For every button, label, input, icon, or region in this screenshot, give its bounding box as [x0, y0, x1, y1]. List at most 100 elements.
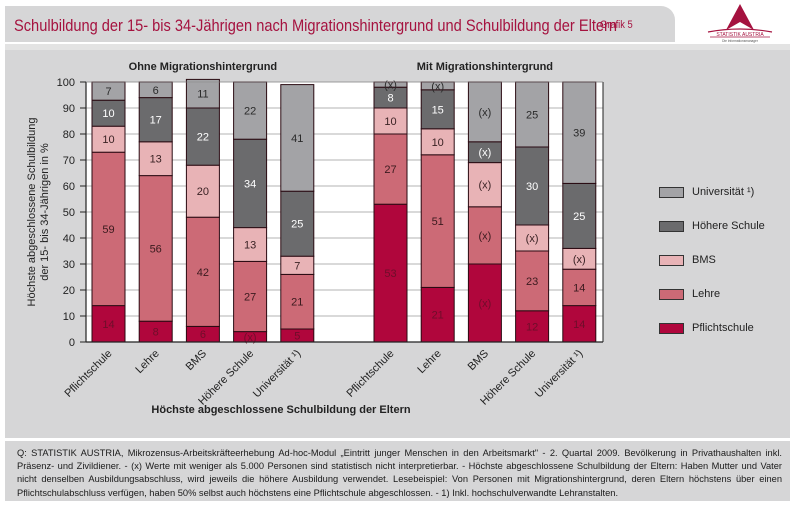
- title-band: [5, 6, 675, 42]
- data-label: (x): [478, 107, 491, 119]
- legend-label: Universität ¹): [692, 186, 755, 198]
- bar-segment: [562, 182, 597, 249]
- data-label: (x): [478, 298, 491, 310]
- legend-label: Pflichtschule: [692, 322, 754, 334]
- data-label: 11: [197, 89, 208, 101]
- bar-segment: [233, 81, 268, 140]
- stacked-bar-chart: 14 59 10 10 7 8 56 13 17 6 6 42 20 22 11 (x) 27 13 34 22 5 21…: [26, 61, 604, 416]
- data-label: 7: [105, 86, 111, 98]
- bar-segment: [515, 310, 550, 343]
- data-label: 42: [197, 267, 209, 279]
- header: Schulbildung der 15- bis 34-Jährigen nac…: [0, 0, 795, 50]
- bar-segment: [91, 151, 126, 307]
- bar-segment: [138, 175, 173, 322]
- bar-segment: [185, 78, 220, 109]
- x-tick-label: BMS: [184, 348, 209, 373]
- data-label: 25: [291, 219, 303, 231]
- data-label: 17: [150, 115, 162, 127]
- chart-panel: 14 59 10 10 7 8 56 13 17 6 6 42 20 22 11 (x) 27 13 34 22 5 21…: [5, 50, 790, 438]
- x-tick-label: Universität ¹): [251, 348, 304, 401]
- y-tick-label: 70: [63, 155, 75, 167]
- data-label: (x): [478, 180, 491, 192]
- x-tick-label: Pflichtschule: [344, 348, 396, 400]
- bar-segment: [280, 84, 315, 192]
- data-label: 13: [150, 154, 162, 166]
- data-label: 10: [384, 116, 396, 128]
- group-title-mit: Mit Migrationshintergrund: [417, 61, 553, 73]
- legend-item: Lehre: [659, 288, 795, 302]
- data-label: 10: [432, 137, 444, 149]
- data-label: 6: [153, 85, 159, 97]
- legend-swatch: [659, 323, 684, 334]
- bar-segment: [562, 81, 597, 184]
- data-label: 27: [244, 292, 256, 304]
- data-label: (x): [573, 254, 586, 266]
- y-tick-label: 80: [63, 129, 75, 141]
- data-label: 10: [102, 108, 114, 120]
- data-label: 8: [387, 93, 393, 105]
- y-tick-label: 10: [63, 311, 75, 323]
- bar-segment: [420, 154, 455, 288]
- data-label: 7: [294, 260, 300, 272]
- bar-segment: [373, 133, 408, 205]
- bar-segment: [420, 128, 455, 156]
- logo-triangle-icon: [726, 4, 754, 30]
- data-label: 56: [150, 243, 162, 255]
- bar-segment: [233, 260, 268, 333]
- data-label: 41: [291, 133, 303, 145]
- data-label: 27: [384, 164, 396, 176]
- chart-title: Schulbildung der 15- bis 34-Jährigen nac…: [14, 16, 618, 35]
- x-tick-label: Lehre: [415, 348, 443, 376]
- data-label: 30: [526, 181, 538, 193]
- data-label: 14: [573, 319, 585, 331]
- bar-segment: [562, 268, 597, 307]
- bar-segment: [185, 107, 220, 166]
- legend-item: Pflichtschule: [659, 322, 795, 336]
- bar-segment: [91, 125, 126, 153]
- data-label: 10: [102, 134, 114, 146]
- bar-segment: [420, 286, 455, 343]
- data-label: (x): [244, 332, 257, 344]
- bar-segment: [138, 141, 173, 177]
- data-label: (x): [478, 147, 491, 159]
- legend-item: Universität ¹): [659, 186, 795, 200]
- bar-segment: [420, 89, 455, 130]
- data-label: 53: [384, 268, 396, 280]
- y-tick-label: 100: [57, 77, 75, 89]
- bar-segment: [185, 216, 220, 327]
- data-label: 12: [526, 321, 538, 333]
- statistik-austria-logo: STATISTIK AUSTRIA Die Informationsmanage…: [707, 4, 773, 43]
- bar-segment: [467, 263, 502, 343]
- data-label: 13: [244, 240, 256, 252]
- data-label: (x): [526, 233, 539, 245]
- data-label: 22: [197, 132, 209, 144]
- data-label: (x): [431, 81, 444, 93]
- y-tick-label: 90: [63, 103, 75, 115]
- x-axis-label: Höchste abgeschlossene Schulbildung der …: [151, 404, 410, 416]
- data-label: 20: [197, 186, 209, 198]
- y-tick-label: 60: [63, 181, 75, 193]
- logo-tagline: Die Informationsmanager: [722, 39, 759, 43]
- data-label: 5: [294, 331, 300, 343]
- data-label: 21: [432, 310, 444, 322]
- data-label: 51: [432, 216, 444, 228]
- x-tick-label: BMS: [466, 348, 491, 373]
- data-label: 23: [526, 276, 538, 288]
- bars: 14 59 10 10 7 8 56 13 17 6 6 42 20 22 11 (x) 27 13 34 22 5 21…: [91, 78, 597, 344]
- data-label: 25: [526, 110, 538, 122]
- group-title-ohne: Ohne Migrationshintergrund: [129, 61, 278, 73]
- data-label: 14: [573, 282, 585, 294]
- data-label: 6: [200, 329, 206, 341]
- y-axis-label: Höchste abgeschlossene Schulbildungder 1…: [26, 118, 51, 307]
- x-tick-label: Universität ¹): [533, 348, 586, 401]
- header-underband: [5, 44, 790, 50]
- data-label: 34: [244, 178, 256, 190]
- legend-swatch: [659, 255, 684, 266]
- data-label: 21: [291, 297, 303, 309]
- bar-segment: [467, 162, 502, 208]
- data-label: 59: [102, 224, 114, 236]
- footnote-panel: Q: STATISTIK AUSTRIA, Mikrozensus-Arbeit…: [5, 441, 790, 501]
- legend-swatch: [659, 187, 684, 198]
- data-label: 25: [573, 211, 585, 223]
- data-label: 15: [432, 104, 444, 116]
